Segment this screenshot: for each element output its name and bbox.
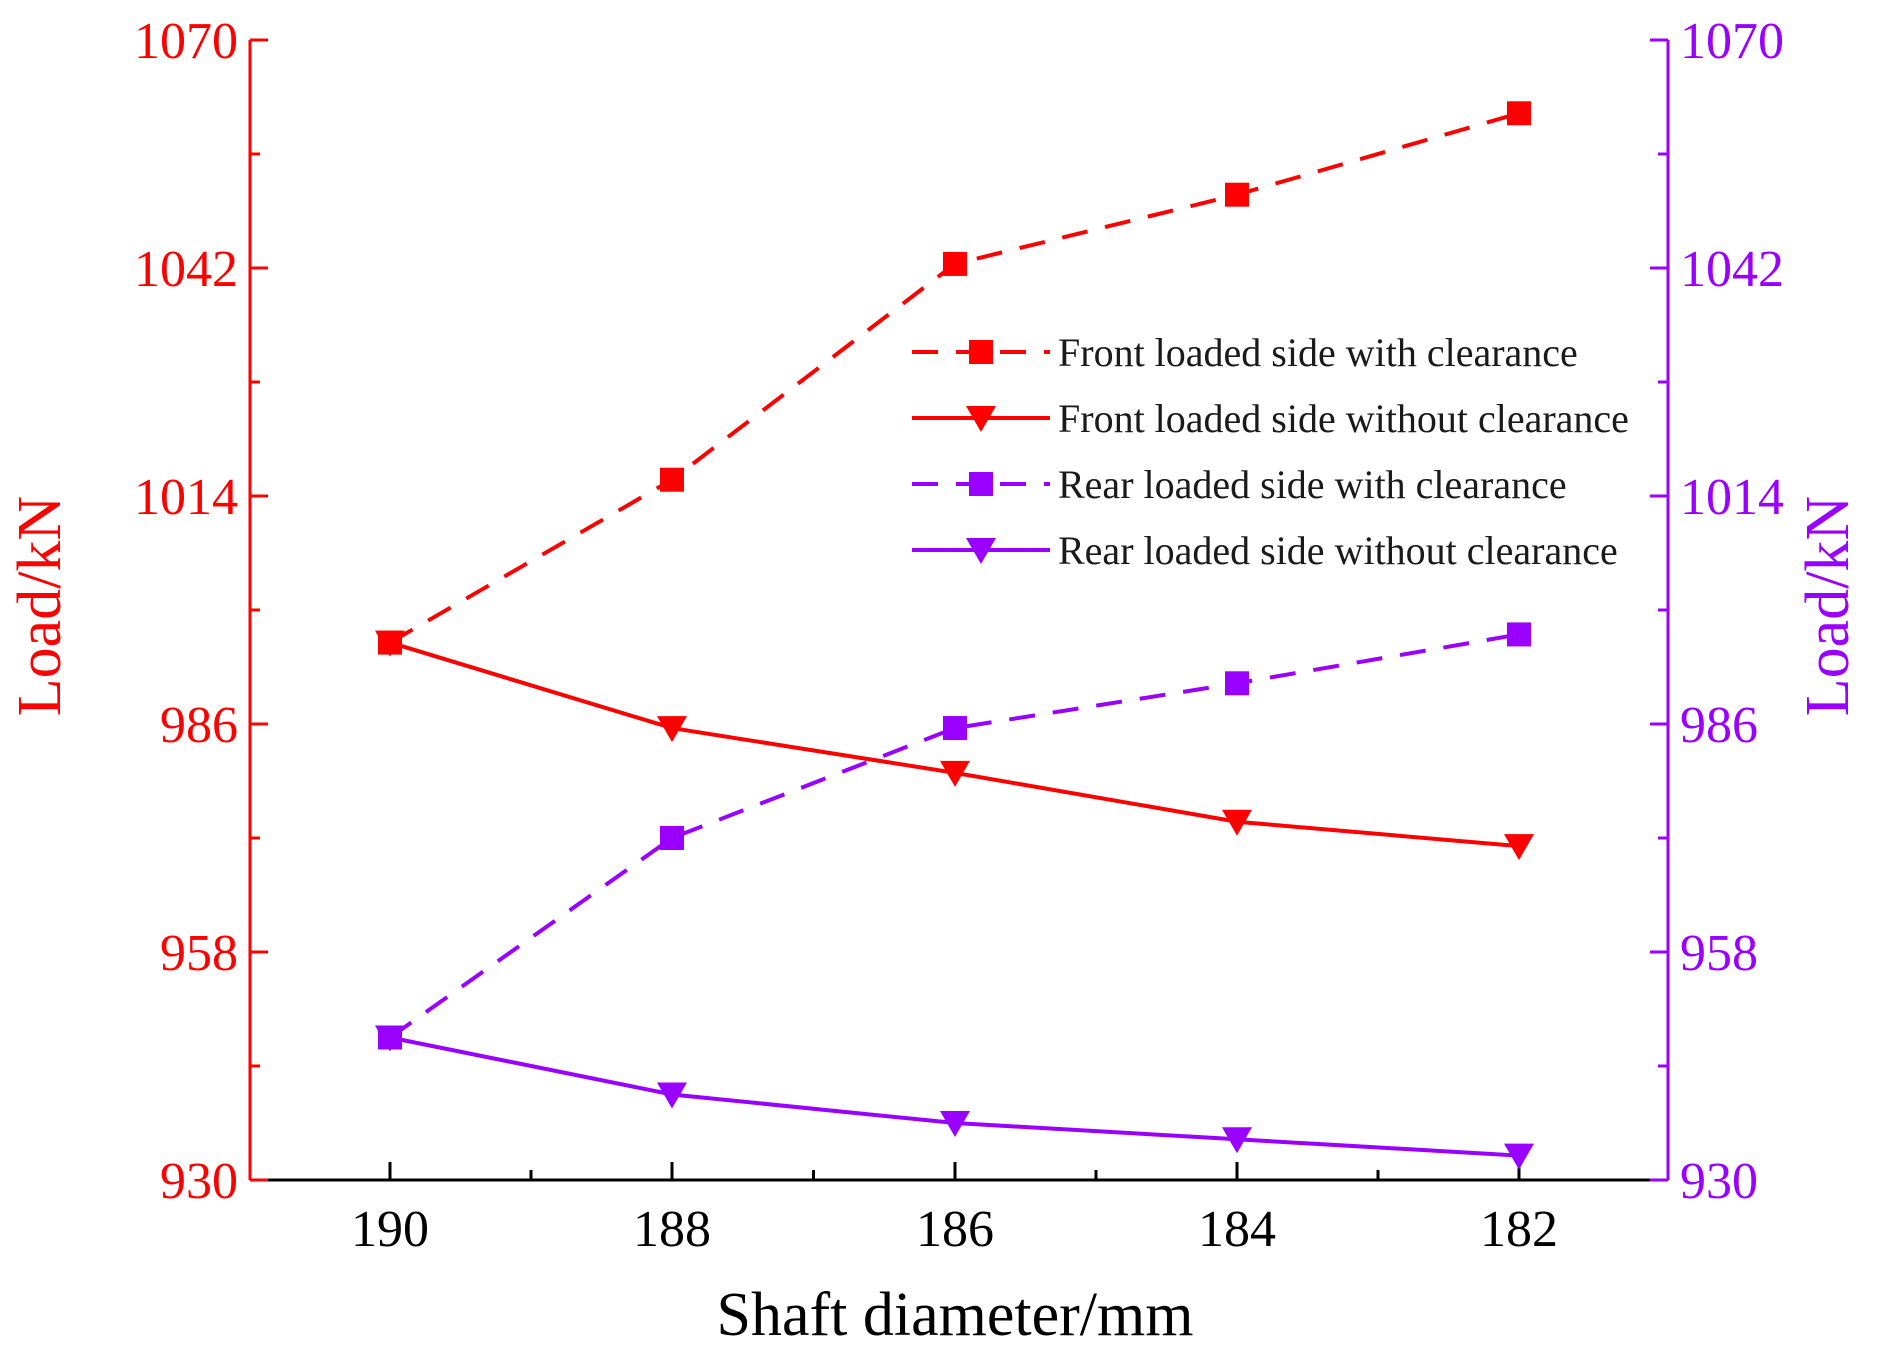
data-point — [1507, 101, 1531, 126]
right-y-axis: 930 958 986 1014 1042 1070 — [1650, 13, 1784, 1210]
x-tick-label: 186 — [916, 1201, 994, 1258]
x-axis: 190 188 186 184 182 — [351, 1162, 1558, 1258]
x-tick-label: 190 — [351, 1201, 429, 1258]
left-tick-label: 958 — [160, 925, 238, 982]
legend-label: Rear loaded side without clearance — [1058, 528, 1618, 573]
plot-frame — [248, 40, 1670, 1182]
x-tick-label: 184 — [1198, 1201, 1276, 1258]
series-0 — [378, 101, 1531, 655]
legend-entry: Front loaded side with clearance — [912, 330, 1578, 375]
legend-label: Rear loaded side with clearance — [1058, 462, 1567, 507]
data-point — [1225, 182, 1249, 207]
series-layer — [375, 101, 1534, 1170]
data-point — [940, 760, 970, 787]
right-tick-label: 1070 — [1680, 13, 1784, 70]
x-tick-label: 182 — [1480, 1201, 1558, 1258]
left-tick-label: 1014 — [134, 469, 238, 526]
series-3 — [375, 1025, 1534, 1170]
series-1 — [375, 630, 1534, 861]
left-y-axis: 930 958 986 1014 1042 1070 — [134, 13, 268, 1210]
series-line — [389, 640, 1520, 849]
data-point — [657, 1082, 687, 1109]
data-point — [375, 630, 405, 657]
data-point — [1222, 1127, 1252, 1154]
data-point — [1222, 809, 1252, 836]
legend-marker — [966, 538, 996, 564]
legend-marker — [969, 472, 993, 496]
right-y-axis-title: Load/kN — [1794, 496, 1862, 716]
left-tick-label: 986 — [160, 697, 238, 754]
legend-entry: Rear loaded side without clearance — [912, 528, 1618, 573]
data-point — [940, 1111, 970, 1137]
right-tick-label: 986 — [1680, 697, 1758, 754]
data-point — [1507, 622, 1531, 647]
legend-entry: Front loaded side without clearance — [912, 396, 1629, 441]
right-tick-label: 1014 — [1680, 469, 1784, 526]
data-point — [1225, 671, 1249, 696]
series-line — [388, 632, 1520, 1040]
series-2 — [378, 622, 1531, 1050]
left-tick-label: 930 — [160, 1153, 238, 1210]
series-line — [389, 1035, 1520, 1158]
right-tick-label: 930 — [1680, 1153, 1758, 1210]
data-point — [943, 251, 967, 276]
legend: Front loaded side with clearance Front lo… — [912, 330, 1629, 573]
right-tick-label: 958 — [1680, 925, 1758, 982]
data-point — [660, 826, 684, 850]
left-tick-label: 1070 — [134, 13, 238, 70]
x-tick-label: 188 — [633, 1201, 711, 1258]
data-point — [660, 467, 684, 492]
data-point — [1504, 834, 1534, 861]
legend-marker — [969, 340, 993, 364]
legend-marker — [966, 406, 996, 432]
data-point — [657, 716, 687, 743]
left-tick-label: 1042 — [134, 241, 238, 298]
data-point — [943, 716, 967, 741]
legend-label: Front loaded side without clearance — [1058, 396, 1629, 441]
legend-entry: Rear loaded side with clearance — [912, 462, 1567, 507]
legend-label: Front loaded side with clearance — [1058, 330, 1578, 375]
data-point — [1504, 1143, 1534, 1170]
x-axis-title: Shaft diameter/mm — [717, 1281, 1194, 1349]
left-y-axis-title: Load/kN — [6, 496, 74, 716]
data-point — [375, 1025, 405, 1052]
right-tick-label: 1042 — [1680, 241, 1784, 298]
